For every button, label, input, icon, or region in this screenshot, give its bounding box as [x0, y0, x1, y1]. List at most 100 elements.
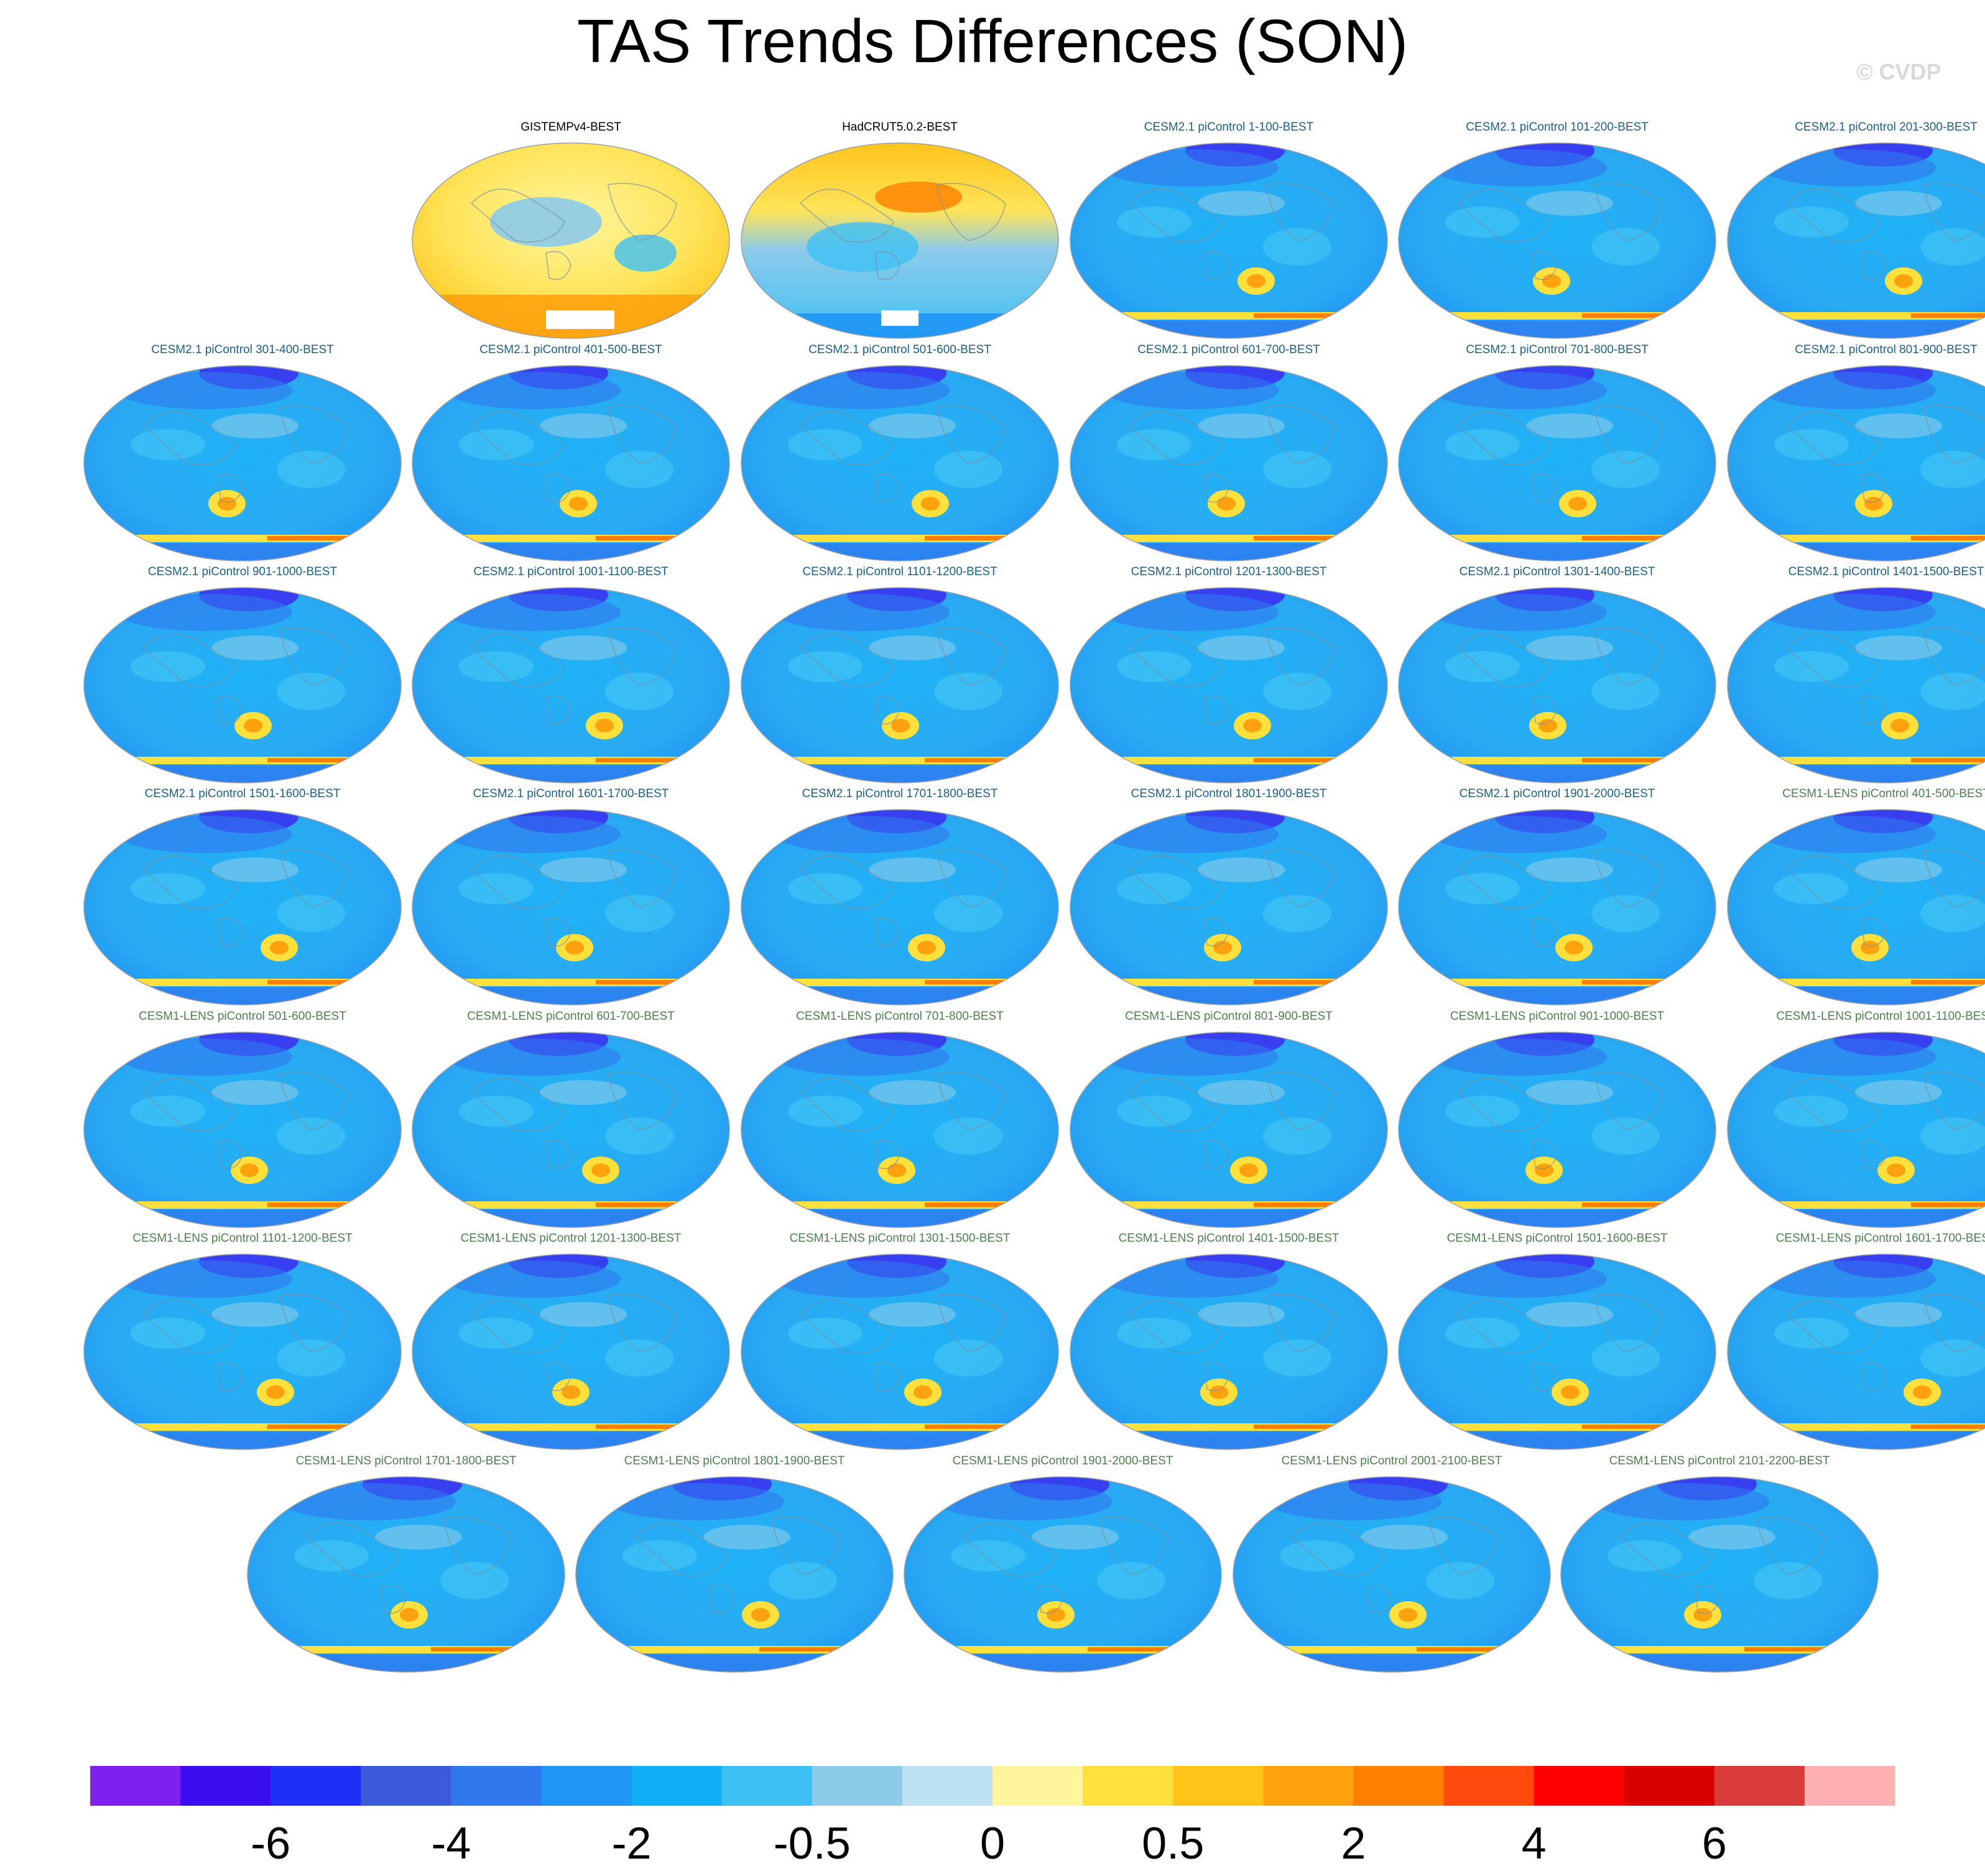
- map-background: [412, 588, 729, 783]
- colorbar-box: [631, 1766, 723, 1806]
- map-background: [741, 1032, 1058, 1227]
- watermark: © CVDP: [1856, 59, 1941, 85]
- map-border: [412, 142, 730, 339]
- panel-title: CESM2.1 piControl 901-1000-BEST: [148, 565, 338, 578]
- colorbar-box: [1263, 1766, 1354, 1806]
- map-border: [1070, 365, 1388, 561]
- colorbar-box: [812, 1766, 903, 1806]
- colorbar-box: [1443, 1766, 1535, 1806]
- map-panels: GISTEMPv4-BEST HadCRUT5.0.2-BEST CESM2.1 p…: [83, 121, 1985, 1673]
- map-panel: CESM2.1 piControl 101-200-BEST: [1398, 121, 1716, 339]
- panel-title: CESM1-LENS piControl 1101-1200-BEST: [132, 1232, 353, 1245]
- map-border: [83, 365, 402, 561]
- map-background: [1070, 143, 1387, 338]
- colorbar-tick-label: -2: [612, 1819, 652, 1869]
- colorbar-tick-label: -4: [431, 1819, 471, 1869]
- map-panel: CESM1-LENS piControl 1001-1100-BEST: [1727, 1010, 1985, 1228]
- map-border: [1727, 365, 1985, 561]
- panel-title: CESM2.1 piControl 1701-1800-BEST: [802, 787, 998, 800]
- map-border: [1070, 587, 1388, 783]
- map-panel: CESM2.1 piControl 1601-1700-BEST: [412, 787, 730, 1005]
- panel-title: CESM1-LENS piControl 901-1000-BEST: [1450, 1010, 1665, 1023]
- panel-title: CESM2.1 piControl 101-200-BEST: [1466, 121, 1649, 134]
- panel-title: CESM1-LENS piControl 1001-1100-BEST: [1776, 1010, 1985, 1023]
- map-panel: CESM1-LENS piControl 1601-1700-BEST: [1727, 1232, 1985, 1450]
- map-border: [1727, 587, 1985, 783]
- panel-title: CESM2.1 piControl 201-300-BEST: [1795, 121, 1978, 134]
- panel-title: CESM1-LENS piControl 701-800-BEST: [796, 1010, 1004, 1023]
- colorbar-tick-label: -0.5: [774, 1819, 851, 1869]
- map-border: [741, 809, 1059, 1005]
- map-panel: CESM2.1 piControl 201-300-BEST: [1727, 121, 1985, 339]
- map-border: [83, 1032, 402, 1228]
- colorbar-box: [1353, 1766, 1444, 1806]
- colorbar-box: [361, 1766, 451, 1806]
- map-background: [1399, 588, 1716, 783]
- map-background: [904, 1477, 1221, 1672]
- map-background: [248, 1477, 565, 1672]
- map-border: [741, 587, 1059, 783]
- map-background: [1070, 588, 1387, 783]
- colorbar-box: [1804, 1766, 1895, 1806]
- colorbar-box: [1534, 1766, 1625, 1806]
- map-background: [412, 1254, 729, 1449]
- map-border: [575, 1476, 894, 1673]
- panel-title: CESM2.1 piControl 1401-1500-BEST: [1788, 565, 1984, 578]
- colorbar-tick-label: 0: [980, 1819, 1005, 1869]
- panel-title: CESM1-LENS piControl 2101-2200-BEST: [1609, 1454, 1830, 1467]
- panel-title: CESM1-LENS piControl 1701-1800-BEST: [296, 1454, 517, 1467]
- colorbar-box: [541, 1766, 632, 1806]
- map-border: [1070, 809, 1388, 1005]
- map-background: [741, 810, 1058, 1005]
- map-background: [1070, 366, 1387, 561]
- map-panel: CESM1-LENS piControl 1101-1200-BEST: [83, 1232, 402, 1450]
- map-background: [741, 1254, 1058, 1449]
- map-background: [412, 366, 729, 561]
- map-background: [741, 588, 1058, 783]
- map-border: [1727, 1032, 1985, 1228]
- panel-title: CESM2.1 piControl 701-800-BEST: [1466, 343, 1649, 356]
- panel-title: CESM1-LENS piControl 1801-1900-BEST: [624, 1454, 845, 1467]
- page-title: TAS Trends Differences (SON): [576, 7, 1409, 75]
- map-panel: CESM1-LENS piControl 401-500-BEST: [1727, 787, 1985, 1005]
- map-border: [1070, 142, 1388, 339]
- map-background: [84, 588, 401, 783]
- colorbar-box: [1083, 1766, 1173, 1806]
- map-background: [1399, 810, 1716, 1005]
- colorbar-tick-label: -6: [251, 1819, 290, 1869]
- colorbar-box: [180, 1766, 271, 1806]
- map-background: [84, 1254, 401, 1449]
- panel-title: CESM1-LENS piControl 1601-1700-BEST: [1776, 1232, 1985, 1245]
- colorbar-tick-label: 4: [1522, 1819, 1547, 1869]
- panel-title: CESM1-LENS piControl 1201-1300-BEST: [461, 1232, 682, 1245]
- map-panel: CESM1-LENS piControl 601-700-BEST: [412, 1010, 730, 1228]
- panel-title: CESM2.1 piControl 1801-1900-BEST: [1131, 787, 1327, 800]
- map-panel: CESM2.1 piControl 1801-1900-BEST: [1070, 787, 1388, 1005]
- colorbar-box: [271, 1766, 361, 1806]
- map-border: [1398, 587, 1716, 783]
- map-border: [1398, 142, 1716, 339]
- map-panel: CESM2.1 piControl 401-500-BEST: [412, 343, 730, 561]
- panel-title: HadCRUT5.0.2-BEST: [842, 121, 958, 134]
- map-border: [741, 1254, 1059, 1450]
- panel-title: CESM1-LENS piControl 501-600-BEST: [139, 1010, 346, 1023]
- map-border: [412, 809, 730, 1005]
- map-background: [1070, 810, 1387, 1005]
- map-background: [1233, 1477, 1550, 1672]
- panel-title: CESM1-LENS piControl 1501-1600-BEST: [1447, 1232, 1668, 1245]
- map-background: [84, 1032, 401, 1227]
- panel-title: GISTEMPv4-BEST: [521, 121, 621, 134]
- colorbar-tick-label: 2: [1341, 1819, 1366, 1869]
- panel-title: CESM2.1 piControl 1201-1300-BEST: [1131, 565, 1327, 578]
- map-background: [84, 810, 401, 1005]
- map-panel: CESM1-LENS piControl 1701-1800-BEST: [247, 1454, 565, 1673]
- panel-title: CESM1-LENS piControl 801-900-BEST: [1125, 1010, 1333, 1023]
- map-border: [83, 1254, 402, 1450]
- map-border: [412, 365, 730, 561]
- panel-title: CESM2.1 piControl 601-700-BEST: [1137, 343, 1320, 356]
- panel-title: CESM2.1 piControl 1-100-BEST: [1144, 121, 1314, 134]
- panel-title: CESM2.1 piControl 1901-2000-BEST: [1460, 787, 1655, 800]
- map-panel: CESM2.1 piControl 1501-1600-BEST: [83, 787, 402, 1005]
- map-border: [1398, 1032, 1716, 1228]
- map-background: [84, 366, 401, 561]
